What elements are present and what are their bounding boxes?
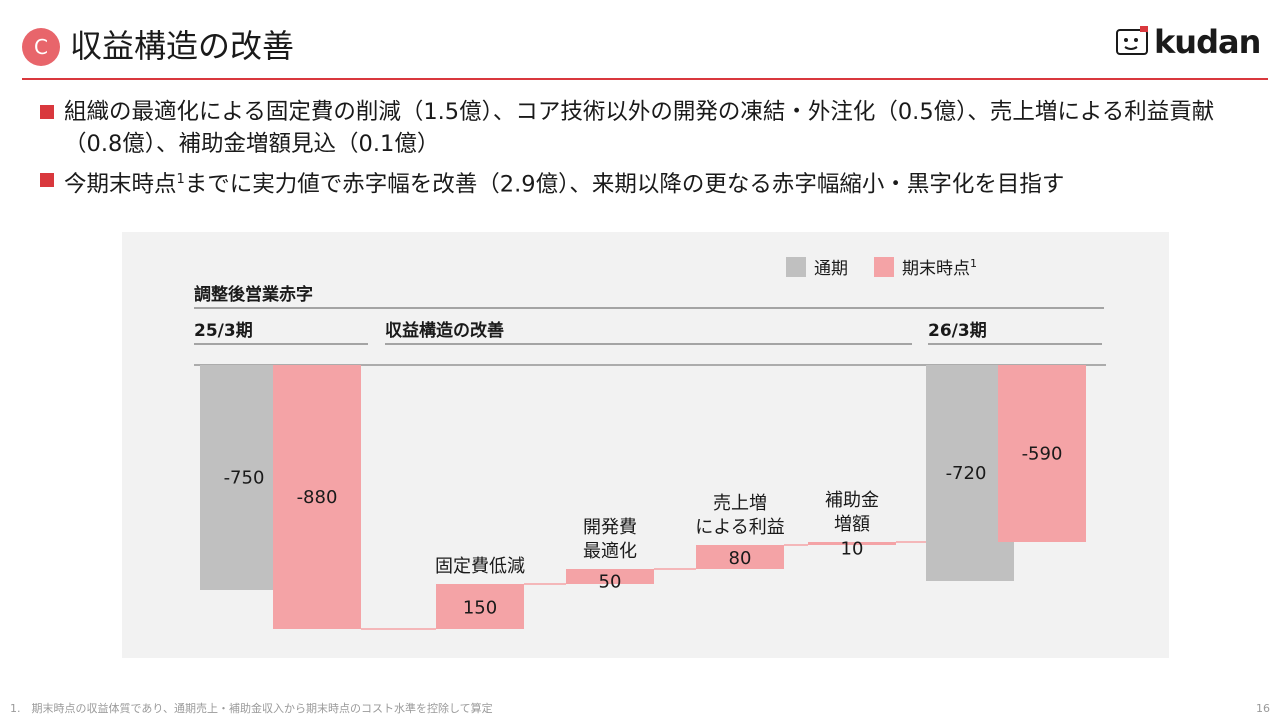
step-value-label: 150 xyxy=(463,598,497,619)
end-bar-period-end xyxy=(998,365,1086,542)
page-title: 収益構造の改善 xyxy=(70,27,295,65)
end-bar-label: -590 xyxy=(1022,444,1063,465)
page-number: 16 xyxy=(1256,702,1270,715)
bullet-item: 今期末時点1までに実力値で赤字幅を改善（2.9億）、来期以降の更なる赤字幅縮小・… xyxy=(40,164,1250,201)
logo-text: kudan xyxy=(1154,23,1261,61)
step-bar xyxy=(436,584,524,629)
step-bar xyxy=(566,569,654,584)
bullet-list: 組織の最適化による固定費の削減（1.5億）、コア技術以外の開発の凍結・外注化（0… xyxy=(40,96,1250,205)
group-header-start: 25/3期 xyxy=(194,321,253,341)
legend-label: 期末時点1 xyxy=(902,257,977,279)
mascot-icon xyxy=(1116,26,1148,55)
step-category-label: 増額 xyxy=(834,514,870,535)
group-header-mid: 収益構造の改善 xyxy=(385,320,504,341)
bullet-text-before: 今期末時点 xyxy=(64,171,177,198)
section-badge: C xyxy=(22,28,60,66)
bullet-square-icon xyxy=(40,105,54,119)
step-value-label: 80 xyxy=(729,548,752,569)
step-category-label: による利益 xyxy=(695,517,784,538)
title-divider xyxy=(22,78,1268,80)
step-bar xyxy=(696,545,784,569)
bullet-text-after: までに実力値で赤字幅を改善（2.9億）、来期以降の更なる赤字幅縮小・黒字化を目指… xyxy=(184,171,1065,198)
step-category-label: 開発費 xyxy=(583,517,637,538)
legend-swatch xyxy=(874,257,894,277)
step-bar xyxy=(808,542,896,545)
step-value-label: 10 xyxy=(841,539,864,560)
step-value-label: 50 xyxy=(599,572,622,593)
footnote-ref: 1 xyxy=(176,172,185,187)
start-bar-label: -750 xyxy=(224,468,265,489)
group-header-end: 26/3期 xyxy=(928,321,987,341)
start-bar-label: -880 xyxy=(297,487,338,508)
step-category-label: 補助金 xyxy=(825,490,879,511)
legend-swatch xyxy=(786,257,806,277)
end-bar-label: -720 xyxy=(946,463,987,484)
legend-label: 通期 xyxy=(814,259,848,279)
bullet-item: 組織の最適化による固定費の削減（1.5億）、コア技術以外の開発の凍結・外注化（0… xyxy=(40,96,1250,160)
bullet-square-icon xyxy=(40,173,54,187)
chart-title: 調整後営業赤字 xyxy=(194,284,313,305)
footnote: 1. 期末時点の収益体質であり、通期売上・補助金収入から期末時点のコスト水準を控… xyxy=(10,702,493,715)
start-bar-period-end xyxy=(273,365,361,629)
step-category-label: 固定費低減 xyxy=(435,556,525,577)
bullet-text: 組織の最適化による固定費の削減（1.5億）、コア技術以外の開発の凍結・外注化（0… xyxy=(64,99,1215,157)
step-category-label: 最適化 xyxy=(583,541,637,562)
step-category-label: 売上増 xyxy=(713,493,767,514)
kudan-logo: kudan xyxy=(1112,20,1270,66)
